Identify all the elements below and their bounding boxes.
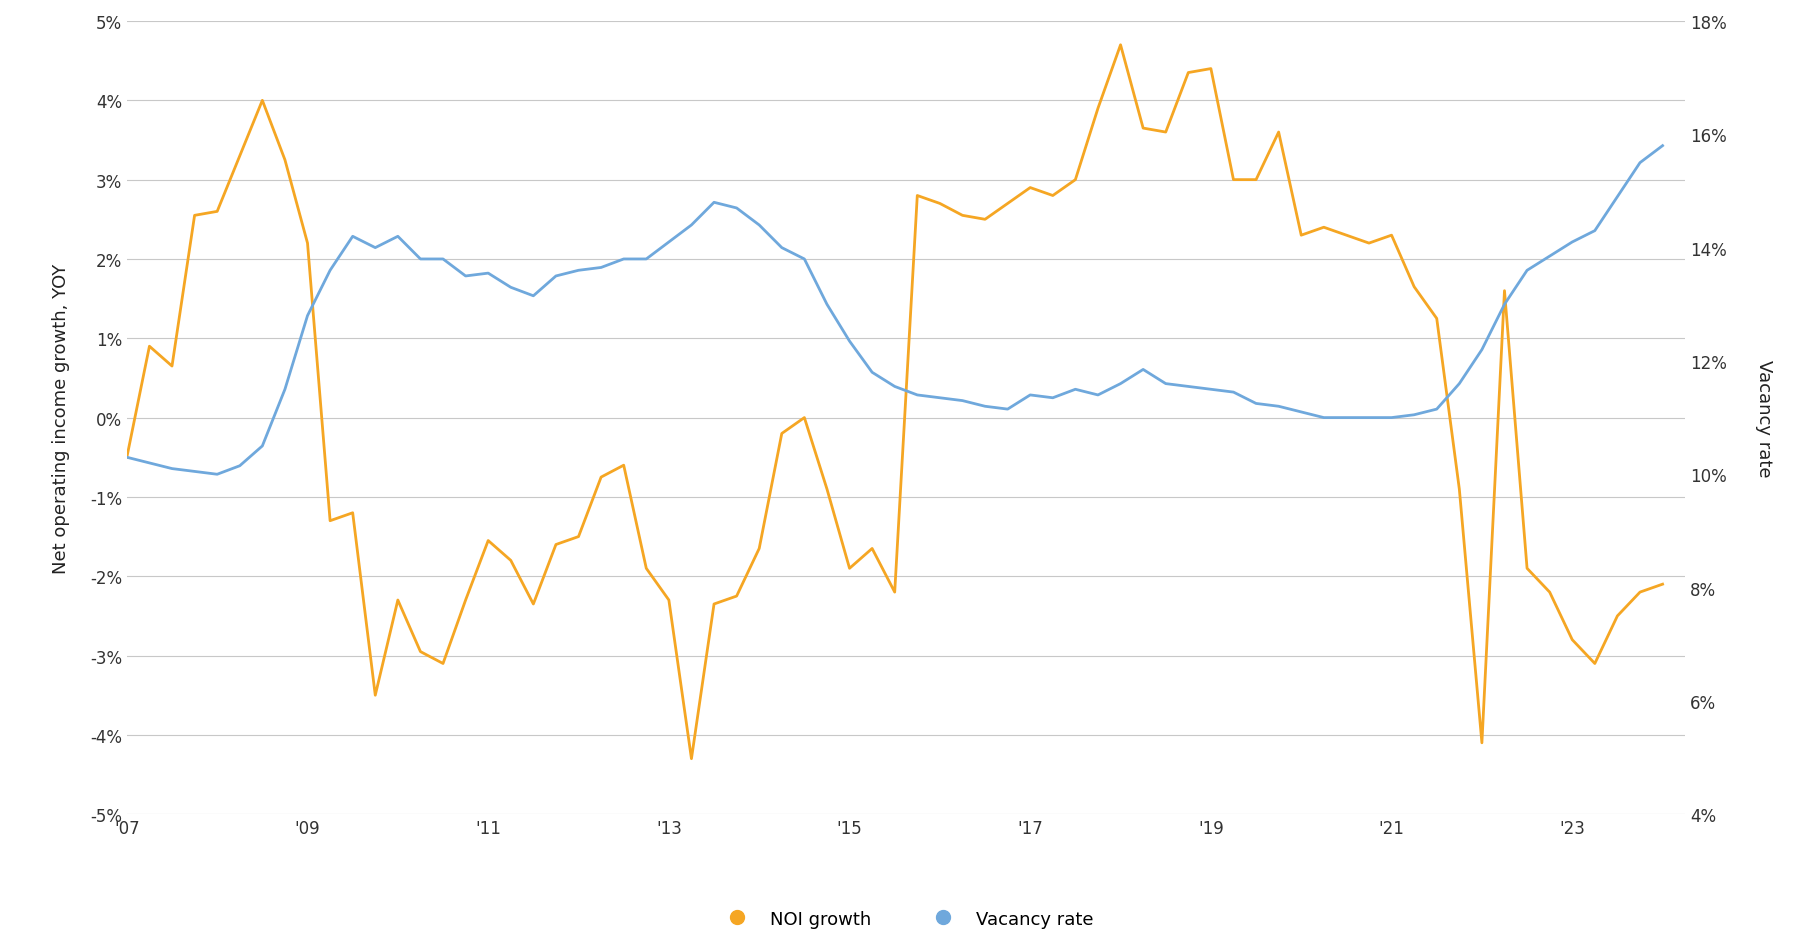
Line: NOI growth: NOI growth — [127, 46, 1663, 759]
Vacancy rate — [207, 469, 228, 480]
Line: Vacancy rate: Vacancy rate — [127, 147, 1663, 475]
Vacancy rate — [1629, 158, 1651, 169]
Vacancy rate — [1020, 390, 1042, 402]
NOI growth — [1335, 230, 1357, 241]
NOI growth — [1109, 40, 1131, 51]
NOI growth — [116, 452, 138, 463]
Legend: NOI growth, Vacancy rate: NOI growth, Vacancy rate — [712, 902, 1100, 935]
Vacancy rate — [658, 237, 680, 248]
NOI growth — [228, 151, 250, 162]
NOI growth — [364, 690, 386, 701]
Vacancy rate — [636, 254, 658, 265]
Vacancy rate — [116, 452, 138, 463]
NOI growth — [1653, 579, 1674, 591]
NOI growth — [1629, 587, 1651, 598]
NOI growth — [410, 646, 431, 657]
NOI growth — [1020, 183, 1042, 194]
Y-axis label: Vacancy rate: Vacancy rate — [1754, 359, 1772, 476]
Y-axis label: Net operating income growth, YOY: Net operating income growth, YOY — [53, 263, 71, 573]
Vacancy rate — [252, 441, 274, 452]
Vacancy rate — [431, 254, 453, 265]
Vacancy rate — [1653, 141, 1674, 153]
NOI growth — [681, 753, 703, 765]
